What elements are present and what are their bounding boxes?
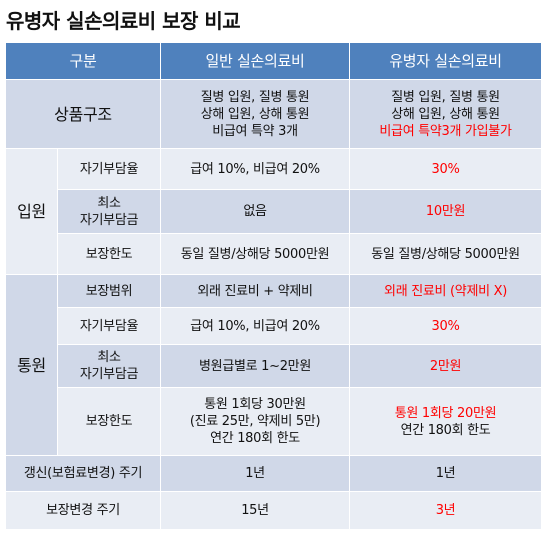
product-general-cell: 질병 입원, 질병 통원 상해 입원, 상해 통원 비급여 특약 3개 xyxy=(160,79,351,149)
row-label-renewal: 갱신(보험료변경) 주기 xyxy=(4,455,162,492)
sick-cell: 3년 xyxy=(349,491,543,530)
table-row: 최소 자기부담금 병원급별로 1~2만원 2만원 xyxy=(6,344,543,388)
group-label-outpatient: 통원 xyxy=(5,274,58,456)
cell-line: (진료 25만, 약제비 5만) xyxy=(189,414,321,429)
table-row: 보장변경 주기 15년 3년 xyxy=(4,491,543,530)
table-row: 통원 보장범위 외래 진료비 + 약제비 외래 진료비 (약제비 X) xyxy=(5,274,543,456)
cell-line: 상해 입원, 상해 통원 xyxy=(391,106,500,122)
general-cell: 동일 질병/상해당 5000만원 xyxy=(160,233,351,275)
row-label: 최소 자기부담금 xyxy=(56,189,162,234)
table-row: 보장한도 동일 질병/상해당 5000만원 동일 질병/상해당 5000만원 xyxy=(6,233,543,275)
general-cell: 급여 10%, 비급여 20% xyxy=(160,148,351,190)
cell-line: 통원 1회당 30만원 xyxy=(204,397,306,412)
header-category: 구분 xyxy=(4,42,162,80)
cell-line-red: 통원 1회당 20만원 xyxy=(394,405,497,421)
sick-cell: 동일 질병/상해당 5000만원 xyxy=(349,233,543,275)
group-label-inpatient: 입원 xyxy=(5,148,58,275)
sick-cell: 외래 진료비 (약제비 X) xyxy=(349,274,543,308)
general-cell: 15년 xyxy=(160,491,351,530)
label-line: 최소 xyxy=(97,195,121,211)
row-label: 최소 자기부담금 xyxy=(56,344,162,388)
sick-cell: 10만원 xyxy=(349,189,543,234)
cell-line: 연간 180회 한도 xyxy=(210,431,300,446)
page-title: 유병자 실손의료비 보장 비교 xyxy=(6,9,241,33)
label-line: 자기부담금 xyxy=(79,212,139,228)
sick-cell: 1년 xyxy=(349,455,543,492)
table-row: 갱신(보험료변경) 주기 1년 1년 xyxy=(4,455,543,492)
cell-line-red: 비급여 특약3개 가입불가 xyxy=(379,123,512,139)
sick-cell: 통원 1회당 20만원 연간 180회 한도 xyxy=(349,387,543,456)
general-cell: 통원 1회당 30만원 (진료 25만, 약제비 5만) 연간 180회 한도 xyxy=(160,387,351,456)
label-line: 자기부담금 xyxy=(79,367,139,382)
sick-cell: 30% xyxy=(349,307,543,345)
general-cell: 1년 xyxy=(160,455,351,492)
row-label: 자기부담율 xyxy=(56,307,162,345)
row-label: 보장범위 xyxy=(56,274,162,308)
table-row: 입원 자기부담율 급여 10%, 비급여 20% 30% xyxy=(5,148,543,275)
sick-cell: 30% xyxy=(349,148,543,190)
row-label-change: 보장변경 주기 xyxy=(4,491,162,530)
header-row: 구분 일반 실손의료비 유병자 실손의료비 xyxy=(4,42,543,80)
general-cell: 없음 xyxy=(160,189,351,234)
header-general: 일반 실손의료비 xyxy=(160,42,351,80)
label-line: 최소 xyxy=(97,350,121,365)
cell-line: 비급여 특약 3개 xyxy=(212,123,298,139)
table-row: 보장한도 통원 1회당 30만원 (진료 25만, 약제비 5만) 연간 180… xyxy=(6,387,543,456)
cell-line: 질병 입원, 질병 통원 xyxy=(391,89,500,105)
table-row: 상품구조 질병 입원, 질병 통원 상해 입원, 상해 통원 비급여 특약 3개… xyxy=(4,79,543,149)
product-sick-cell: 질병 입원, 질병 통원 상해 입원, 상해 통원 비급여 특약3개 가입불가 xyxy=(349,79,543,149)
comparison-table: 구분 일반 실손의료비 유병자 실손의료비 상품구조 질병 입원, 질병 통원 … xyxy=(4,42,543,530)
table-row: 최소 자기부담금 없음 10만원 xyxy=(6,189,543,234)
cell-line: 질병 입원, 질병 통원 xyxy=(200,89,310,105)
general-cell: 급여 10%, 비급여 20% xyxy=(160,307,351,345)
cell-line: 상해 입원, 상해 통원 xyxy=(200,106,310,122)
row-label: 보장한도 xyxy=(56,233,162,275)
general-cell: 병원급별로 1~2만원 xyxy=(160,344,351,388)
sick-cell: 2만원 xyxy=(349,344,543,388)
row-label-product: 상품구조 xyxy=(4,79,162,149)
table-row: 자기부담율 급여 10%, 비급여 20% 30% xyxy=(6,307,543,345)
general-cell: 외래 진료비 + 약제비 xyxy=(160,274,351,308)
row-label: 자기부담율 xyxy=(56,148,162,190)
cell-line: 연간 180회 한도 xyxy=(400,422,491,438)
row-label: 보장한도 xyxy=(56,387,162,456)
header-sick: 유병자 실손의료비 xyxy=(349,42,543,80)
